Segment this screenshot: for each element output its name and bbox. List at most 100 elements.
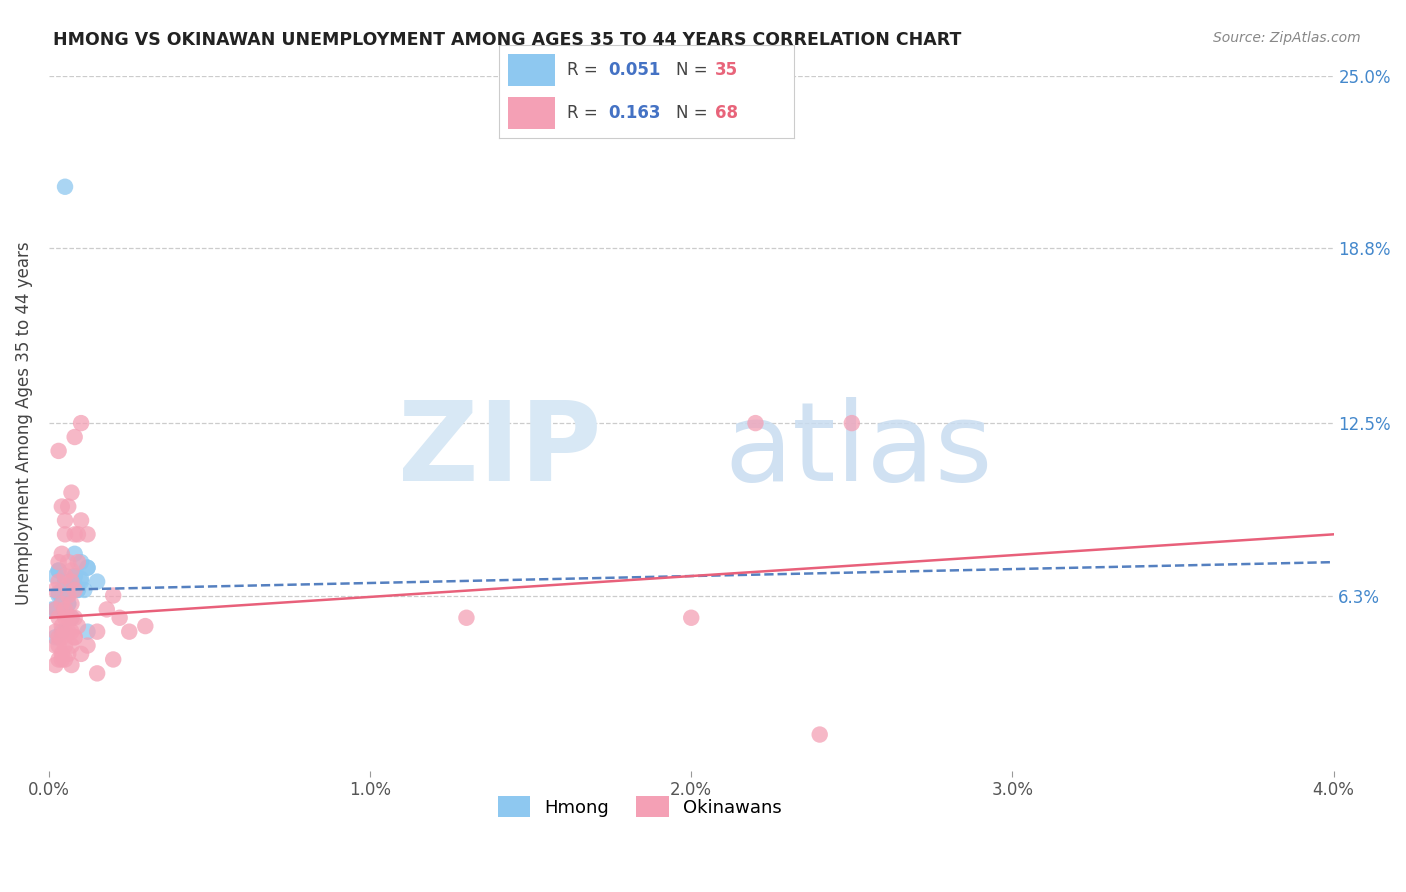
Point [51,500,73,514]
Point [51,652,73,666]
Point [60,485,83,500]
Point [53,527,76,541]
Point [66,555,89,569]
Point [53,574,76,589]
Text: HMONG VS OKINAWAN UNEMPLOYMENT AMONG AGES 35 TO 44 YEARS CORRELATION CHART: HMONG VS OKINAWAN UNEMPLOYMENT AMONG AGE… [53,31,962,49]
Point [108,611,131,625]
Point [73,582,96,597]
Point [841,416,863,430]
Text: 68: 68 [714,104,738,122]
Point [58,624,80,639]
Point [41,602,63,616]
Point [60,580,83,594]
Point [63,630,86,644]
Point [48,652,70,666]
Text: 35: 35 [714,61,738,78]
Point [51,624,73,639]
Point [808,727,831,741]
Point [44,602,66,616]
Point [681,611,703,625]
Point [58,597,80,611]
Point [48,589,70,603]
Point [51,619,73,633]
Point [63,569,86,583]
Point [53,591,76,606]
Point [51,597,73,611]
Point [48,630,70,644]
Point [58,611,80,625]
Point [53,569,76,583]
Point [53,624,76,639]
Point [53,179,76,194]
Point [456,611,478,625]
Point [51,630,73,644]
Point [70,416,93,430]
Point [63,582,86,597]
Point [60,624,83,639]
Point [58,647,80,661]
Point [58,555,80,569]
Point [76,560,98,574]
Point [86,574,108,589]
Text: R =: R = [567,61,603,78]
Point [58,589,80,603]
Point [51,647,73,661]
Point [44,639,66,653]
Point [60,611,83,625]
Point [53,639,76,653]
Point [53,597,76,611]
Point [48,574,70,589]
Point [48,564,70,578]
Point [86,666,108,681]
Point [60,577,83,591]
Point [60,639,83,653]
Point [744,416,766,430]
Text: N =: N = [676,61,713,78]
Point [51,591,73,606]
Point [53,652,76,666]
Point [53,611,76,625]
Point [76,560,98,574]
Point [63,577,86,591]
Point [70,555,93,569]
Point [76,624,98,639]
Point [63,547,86,561]
FancyBboxPatch shape [508,54,555,86]
Point [96,602,118,616]
Legend: Hmong, Okinawans: Hmong, Okinawans [491,789,789,824]
Point [66,527,89,541]
Point [60,658,83,673]
Point [58,597,80,611]
Text: 0.051: 0.051 [609,61,661,78]
Point [66,582,89,597]
Point [51,582,73,597]
Point [118,624,141,639]
Point [63,630,86,644]
Point [66,619,89,633]
Text: Source: ZipAtlas.com: Source: ZipAtlas.com [1213,31,1361,45]
Point [70,647,93,661]
Point [66,582,89,597]
Point [48,585,70,599]
Point [63,430,86,444]
Point [76,639,98,653]
Point [103,589,125,603]
Point [53,513,76,527]
Point [70,572,93,586]
Point [58,589,80,603]
Text: R =: R = [567,104,603,122]
Text: 0.163: 0.163 [609,104,661,122]
Y-axis label: Unemployment Among Ages 35 to 44 years: Unemployment Among Ages 35 to 44 years [15,242,32,605]
Point [48,444,70,458]
Point [76,527,98,541]
Point [48,611,70,625]
Point [51,547,73,561]
Point [63,527,86,541]
Point [60,597,83,611]
Point [44,582,66,597]
Point [44,569,66,583]
Text: N =: N = [676,104,713,122]
Point [60,611,83,625]
Point [44,624,66,639]
Text: ZIP: ZIP [398,398,602,504]
